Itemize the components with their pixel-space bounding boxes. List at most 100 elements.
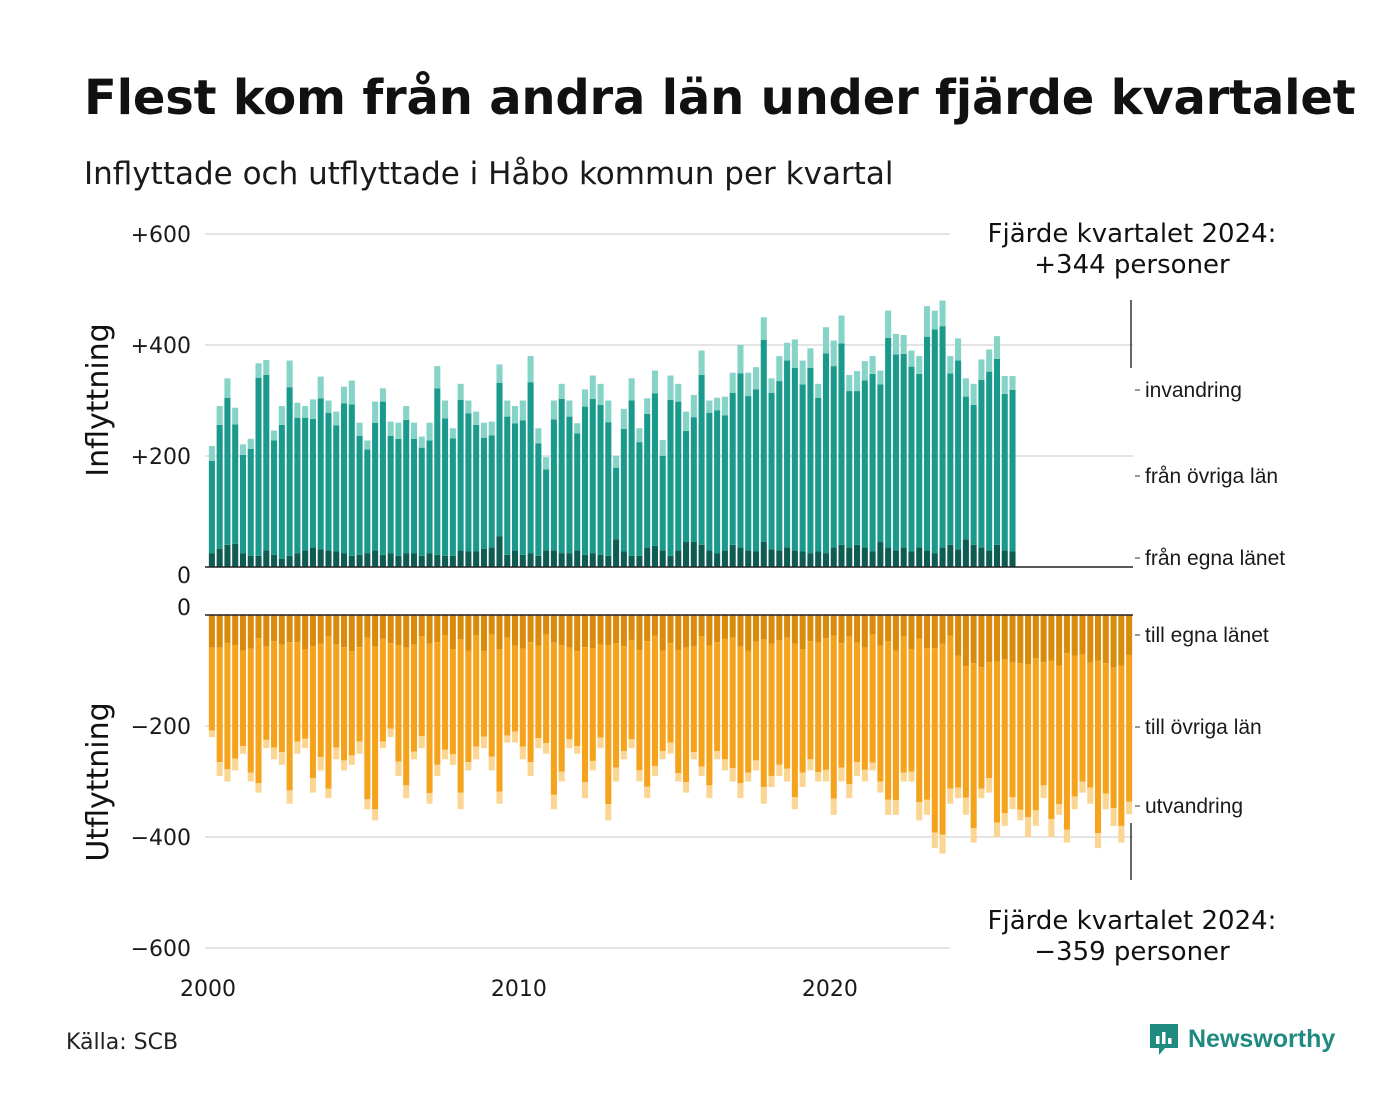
- bar-inflow-immigration: [473, 411, 480, 425]
- bar-outflow-emigration: [426, 793, 433, 804]
- gridlines: [205, 233, 1133, 949]
- bar-outflow-emigration: [247, 772, 254, 782]
- bar-inflow-immigration: [403, 406, 410, 420]
- bar-outflow-own-county: [869, 615, 876, 635]
- bar-outflow-other-counties: [947, 635, 954, 789]
- bar-outflow-other-counties: [1032, 658, 1039, 811]
- bar-inflow-own-county: [752, 551, 760, 567]
- bar-inflow-other-counties: [426, 440, 433, 554]
- bar-inflow-other-counties: [931, 329, 938, 554]
- bar-inflow-own-county: [558, 553, 565, 567]
- bar-outflow-emigration: [317, 757, 324, 771]
- y-tick-label: 0: [177, 564, 191, 589]
- bar-outflow-other-counties: [519, 648, 526, 747]
- bar-inflow-own-county: [908, 551, 915, 567]
- bar-outflow-own-county: [356, 615, 363, 648]
- bar-outflow-emigration: [760, 787, 767, 804]
- bar-inflow-own-county: [846, 547, 853, 567]
- bar-outflow-emigration: [706, 785, 713, 799]
- bar-outflow-other-counties: [822, 638, 829, 770]
- bar-inflow-other-counties: [644, 413, 651, 548]
- bar-inflow-other-counties: [395, 438, 402, 556]
- bar-outflow-other-counties: [830, 635, 837, 799]
- bar-outflow-own-county: [815, 615, 822, 643]
- bar-inflow-own-county: [675, 550, 682, 567]
- bar-outflow-own-county: [729, 615, 736, 638]
- bar-inflow-own-county: [776, 550, 783, 567]
- bar-outflow-other-counties: [784, 637, 791, 769]
- bar-outflow-emigration: [527, 762, 534, 776]
- bar-inflow-other-counties: [628, 400, 635, 556]
- bar-outflow-own-county: [488, 615, 495, 635]
- bar-outflow-emigration: [372, 809, 379, 821]
- bar-outflow-own-county: [799, 615, 806, 650]
- bar-inflow-immigration: [1009, 376, 1016, 390]
- bar-outflow-other-counties: [955, 655, 962, 788]
- brand-logo[interactable]: Newsworthy: [1148, 1022, 1335, 1056]
- bar-inflow-own-county: [356, 554, 363, 567]
- bar-outflow-own-county: [473, 615, 480, 635]
- bar-outflow-emigration: [488, 756, 495, 771]
- bar-inflow-own-county: [706, 550, 713, 567]
- bar-outflow-emigration: [838, 767, 845, 782]
- bar-inflow-immigration: [395, 422, 402, 439]
- bar-outflow-emigration: [737, 783, 744, 799]
- brand-name: Newsworthy: [1188, 1024, 1336, 1053]
- bar-inflow-own-county: [885, 547, 892, 567]
- bar-inflow-own-county: [993, 544, 1001, 567]
- bar-outflow-own-county: [271, 615, 278, 642]
- bar-outflow-emigration: [690, 752, 697, 760]
- bar-outflow-own-county: [768, 615, 775, 644]
- bar-inflow-immigration: [714, 397, 721, 411]
- bar-outflow-emigration: [356, 741, 363, 754]
- bar-outflow-emigration: [854, 762, 861, 776]
- bar-inflow-immigration: [846, 374, 853, 392]
- bar-outflow-emigration: [721, 759, 728, 771]
- bar-outflow-emigration: [1009, 797, 1016, 810]
- bar-outflow-other-counties: [1110, 667, 1117, 809]
- bar-inflow-own-county: [325, 550, 332, 567]
- outflow-bars: [208, 615, 1133, 854]
- bar-inflow-own-county: [605, 555, 612, 567]
- bar-outflow-own-county: [255, 615, 262, 639]
- bar-outflow-other-counties: [1048, 660, 1055, 820]
- bar-inflow-own-county: [550, 550, 557, 567]
- bar-outflow-emigration: [1079, 781, 1086, 793]
- bar-inflow-immigration: [605, 400, 612, 423]
- bar-inflow-other-counties: [294, 417, 301, 554]
- bar-inflow-other-counties: [325, 412, 332, 551]
- inflow-callout-value: +344 personer: [1034, 250, 1230, 280]
- bar-inflow-other-counties: [799, 384, 806, 552]
- bar-outflow-emigration: [1017, 809, 1024, 821]
- bar-outflow-own-county: [861, 615, 868, 648]
- bar-inflow-immigration: [543, 457, 550, 470]
- bar-outflow-emigration: [613, 767, 620, 782]
- bar-outflow-other-counties: [333, 644, 340, 748]
- bar-outflow-other-counties: [232, 644, 239, 759]
- bar-outflow-other-counties: [644, 641, 651, 787]
- bar-inflow-immigration: [908, 350, 915, 367]
- bar-inflow-other-counties: [527, 382, 534, 554]
- bar-inflow-own-county: [869, 551, 876, 567]
- bar-outflow-other-counties: [892, 650, 899, 801]
- bar-outflow-own-county: [496, 615, 503, 650]
- bar-inflow-other-counties: [822, 353, 829, 554]
- bar-outflow-other-counties: [1071, 655, 1078, 797]
- bar-inflow-immigration: [939, 300, 946, 327]
- bar-outflow-own-county: [822, 615, 829, 639]
- bar-outflow-other-counties: [1017, 663, 1024, 810]
- bar-outflow-other-counties: [512, 645, 519, 732]
- bar-inflow-immigration: [325, 400, 332, 413]
- bar-inflow-other-counties: [721, 415, 728, 551]
- bar-outflow-other-counties: [286, 642, 293, 791]
- bar-inflow-other-counties: [861, 380, 868, 548]
- bar-inflow-own-county: [379, 554, 386, 567]
- bar-outflow-emigration: [473, 746, 480, 760]
- bar-inflow-immigration: [340, 386, 348, 404]
- bar-outflow-emigration: [294, 741, 301, 754]
- bar-outflow-other-counties: [854, 642, 861, 763]
- bar-outflow-emigration: [830, 798, 837, 815]
- bar-inflow-own-county: [247, 555, 254, 567]
- bar-inflow-other-counties: [892, 354, 899, 551]
- bar-inflow-immigration: [442, 400, 449, 419]
